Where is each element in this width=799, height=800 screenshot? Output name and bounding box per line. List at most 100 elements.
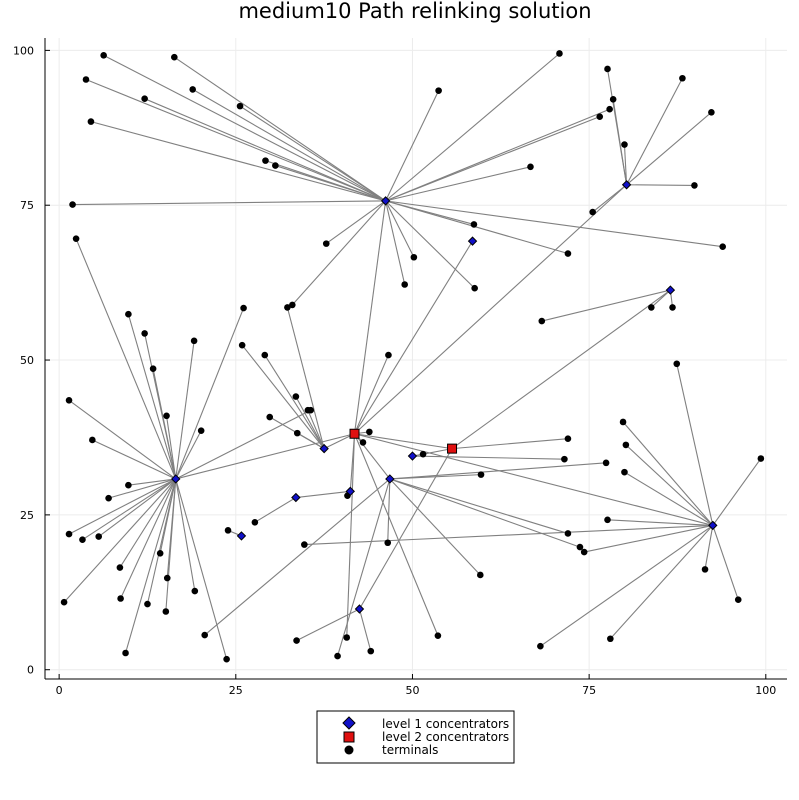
edge-line — [127, 314, 177, 480]
level1-concentrator-point — [291, 492, 301, 503]
edge-line — [166, 415, 177, 480]
x-tick-label: 50 — [405, 684, 419, 697]
terminal-point — [607, 635, 614, 643]
terminal-point — [284, 304, 291, 311]
terminal-point — [144, 600, 151, 608]
edge-line — [144, 98, 386, 202]
terminal-point — [477, 571, 484, 579]
edge-line — [239, 105, 386, 202]
terminal-point — [301, 541, 308, 548]
y-axis-ticks: 0 25 50 75 100 — [13, 44, 50, 677]
x-tick-label: 100 — [755, 684, 776, 697]
terminal-point — [82, 76, 90, 83]
edge-line — [165, 478, 177, 612]
edge-line — [337, 478, 391, 657]
edge-line — [75, 238, 177, 480]
edge-line — [609, 525, 714, 640]
edge-line — [90, 121, 386, 202]
edge-line — [175, 433, 355, 480]
edge-line — [108, 478, 176, 499]
terminal-point — [410, 253, 418, 261]
edge-line — [354, 433, 713, 526]
level2-concentrator-point — [349, 428, 360, 439]
terminal-point — [606, 105, 613, 113]
terminal-point — [343, 634, 351, 641]
edge-line — [625, 444, 714, 526]
terminal-point — [190, 337, 198, 345]
edge-line — [541, 289, 671, 322]
terminal-point — [262, 157, 269, 164]
terminal-point — [359, 439, 367, 446]
terminal-point — [240, 304, 247, 312]
edge-line — [241, 344, 325, 449]
edge-line — [264, 354, 325, 449]
edge-line — [68, 478, 176, 535]
edge-line — [626, 78, 683, 186]
edge-line — [68, 399, 177, 480]
terminal-point — [589, 208, 596, 216]
edge-line — [540, 524, 714, 647]
edge-line — [346, 433, 356, 638]
terminal-point — [60, 598, 68, 606]
edge-line — [354, 354, 389, 434]
terminal-point — [435, 87, 442, 94]
terminal-point — [564, 530, 572, 537]
terminal-point — [197, 427, 205, 434]
terminal-point — [604, 65, 611, 73]
edge-line — [385, 200, 723, 248]
y-tick-label: 0 — [27, 664, 34, 677]
edge-line — [389, 478, 581, 548]
edge-line — [295, 490, 351, 499]
terminal-point — [163, 574, 171, 582]
level1-concentrator-point — [354, 604, 365, 614]
terminal-point — [401, 281, 408, 288]
y-tick-label: 25 — [20, 509, 34, 522]
edge-line — [192, 88, 386, 202]
terminal-point — [679, 74, 686, 82]
edge-line — [63, 478, 177, 603]
terminal-point — [261, 351, 269, 359]
terminal-point — [757, 455, 765, 462]
edge-line — [146, 478, 177, 605]
terminal-point — [272, 162, 279, 169]
terminal-point — [189, 86, 196, 93]
terminal-point — [596, 113, 604, 120]
terminal-point — [621, 468, 628, 476]
edge-line — [354, 184, 627, 435]
terminal-point — [163, 412, 170, 420]
edge-line — [385, 108, 610, 202]
terminal-point — [471, 284, 478, 292]
edge-line — [175, 430, 202, 480]
terminal-point — [191, 587, 199, 595]
terminal-point — [293, 429, 301, 437]
terminal-point — [100, 52, 107, 59]
terminal-point — [65, 397, 73, 404]
edge-line — [98, 478, 177, 537]
edge-line — [204, 478, 391, 636]
terminal-point — [621, 141, 628, 148]
edge-line — [712, 525, 739, 600]
edge-line — [85, 78, 386, 202]
terminal-point — [65, 530, 73, 538]
level1-concentrator-point — [621, 180, 632, 190]
edge-lines — [63, 53, 762, 660]
terminal-point — [266, 413, 274, 421]
edge-line — [175, 478, 196, 592]
terminal-point — [527, 163, 534, 171]
terminal-point — [576, 543, 584, 551]
terminal-point — [125, 310, 132, 318]
terminal-point — [238, 341, 246, 349]
y-tick-label: 100 — [13, 44, 34, 57]
edge-line — [125, 478, 177, 654]
terminal-point — [708, 109, 715, 116]
edge-line — [354, 433, 391, 480]
terminal-point — [734, 596, 742, 604]
terminal-point — [117, 595, 124, 602]
edge-line — [295, 396, 325, 449]
edge-line — [626, 111, 712, 186]
edge-line — [323, 433, 355, 450]
edge-line — [385, 200, 569, 255]
terminal-point — [149, 365, 157, 373]
terminal-point — [95, 533, 103, 540]
